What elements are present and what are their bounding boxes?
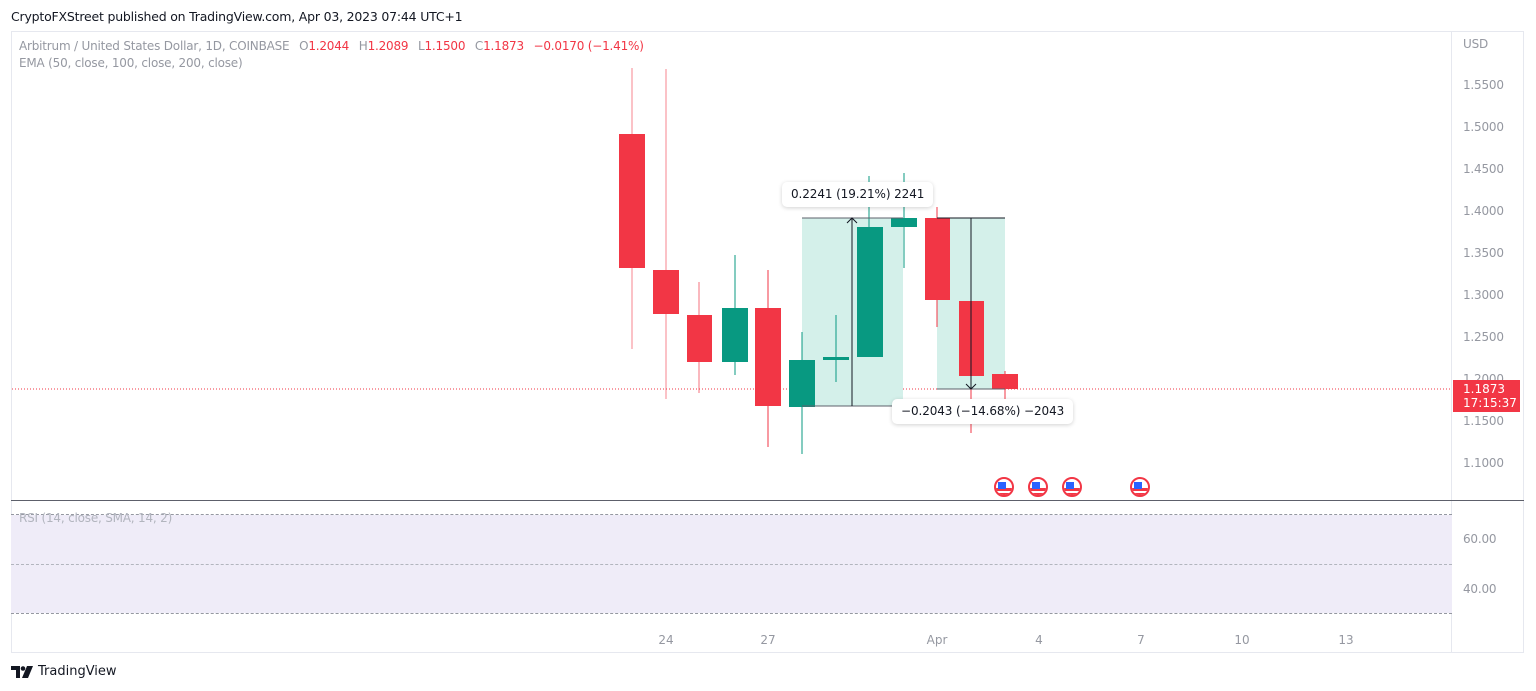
measure-up-label[interactable]: 0.2241 (19.21%) 2241	[782, 182, 934, 207]
close-label: C	[474, 39, 484, 53]
tradingview-logo-icon	[11, 665, 33, 678]
date-tick: 13	[1338, 633, 1354, 647]
low-value: 1.1500	[424, 39, 466, 53]
price-tick: 1.1500	[1463, 414, 1504, 428]
tradingview-logo[interactable]: TradingView	[11, 664, 117, 679]
price-tick: 1.1000	[1463, 456, 1504, 470]
price-tick: 1.4000	[1463, 204, 1504, 218]
bar-countdown: 17:15:37	[1463, 396, 1517, 410]
price-axis-divider	[1451, 31, 1452, 653]
measure-up-lines	[802, 217, 903, 407]
rsi-lower-band-line	[11, 613, 1452, 614]
price-pane[interactable]	[0, 0, 1536, 500]
price-tick: 1.4500	[1463, 162, 1504, 176]
publish-line: CryptoFXStreet published on TradingView.…	[11, 9, 463, 24]
last-price-value: 1.1873	[1463, 382, 1505, 396]
rsi-tick: 40.00	[1463, 582, 1497, 596]
low-label: L	[417, 39, 425, 53]
ema-indicator-legend[interactable]: EMA (50, close, 100, close, 200, close)	[19, 56, 243, 70]
rsi-upper-band-line	[11, 514, 1452, 515]
us-flag-event-icon[interactable]	[1130, 477, 1150, 497]
open-value: 1.2044	[308, 39, 350, 53]
candlesticks	[619, 68, 1018, 454]
price-tick: 1.5000	[1463, 120, 1504, 134]
change-value: −0.0170 (−1.41%)	[533, 39, 644, 53]
last-price-tag: 1.1873 17:15:37	[1453, 380, 1520, 412]
symbol-title: Arbitrum / United States Dollar, 1D, COI…	[19, 39, 290, 53]
us-flag-event-icon[interactable]	[1062, 477, 1082, 497]
us-flag-event-icon[interactable]	[994, 477, 1014, 497]
date-tick: 27	[760, 633, 776, 647]
date-tick: 7	[1137, 633, 1145, 647]
date-tick: 24	[658, 633, 674, 647]
price-tick: 1.2500	[1463, 330, 1504, 344]
us-flag-event-icon[interactable]	[1028, 477, 1048, 497]
currency-label: USD	[1463, 37, 1489, 51]
chart-legend: Arbitrum / United States Dollar, 1D, COI…	[19, 38, 644, 72]
rsi-legend[interactable]: RSI (14, close, SMA, 14, 2)	[19, 511, 173, 525]
rsi-middle-line	[11, 564, 1452, 565]
measure-down-lines	[937, 217, 1005, 390]
date-tick: 4	[1035, 633, 1043, 647]
open-label: O	[299, 39, 309, 53]
price-tick: 1.3500	[1463, 246, 1504, 260]
price-tick: 1.5500	[1463, 78, 1504, 92]
rsi-tick: 60.00	[1463, 532, 1497, 546]
brand-name: TradingView	[38, 664, 117, 679]
date-tick: Apr	[926, 633, 948, 647]
high-value: 1.2089	[367, 39, 409, 53]
date-tick: 10	[1234, 633, 1250, 647]
measure-down-label[interactable]: −0.2043 (−14.68%) −2043	[892, 399, 1074, 424]
symbol-legend-row[interactable]: Arbitrum / United States Dollar, 1D, COI…	[19, 38, 644, 55]
close-value: 1.1873	[483, 39, 524, 53]
pane-separator[interactable]	[11, 500, 1524, 501]
high-label: H	[358, 39, 368, 53]
price-tick: 1.3000	[1463, 288, 1504, 302]
